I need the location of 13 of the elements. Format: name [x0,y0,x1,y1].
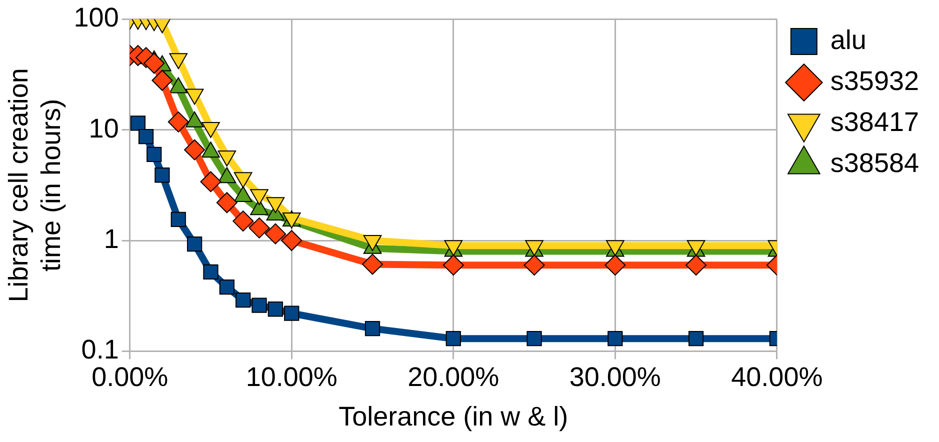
x-tick-label: 30.00% [569,362,661,392]
x-axis-title: Tolerance (in w & l) [338,401,568,432]
y-tick-label: 10 [88,113,119,144]
legend-label: alu [830,24,866,55]
x-tick-label: 20.00% [408,362,500,392]
y-tick-label: 1 [104,224,119,254]
x-tick-label: 40.00% [731,362,823,392]
y-axis-title: Library cell creation time (in hours) [4,68,66,302]
legend-label: s35932 [830,66,920,96]
x-tick-label: 10.00% [246,362,338,392]
legend-label: s38417 [830,106,920,137]
legend-label: s38584 [830,148,920,178]
y-tick-label: 100 [74,2,119,33]
